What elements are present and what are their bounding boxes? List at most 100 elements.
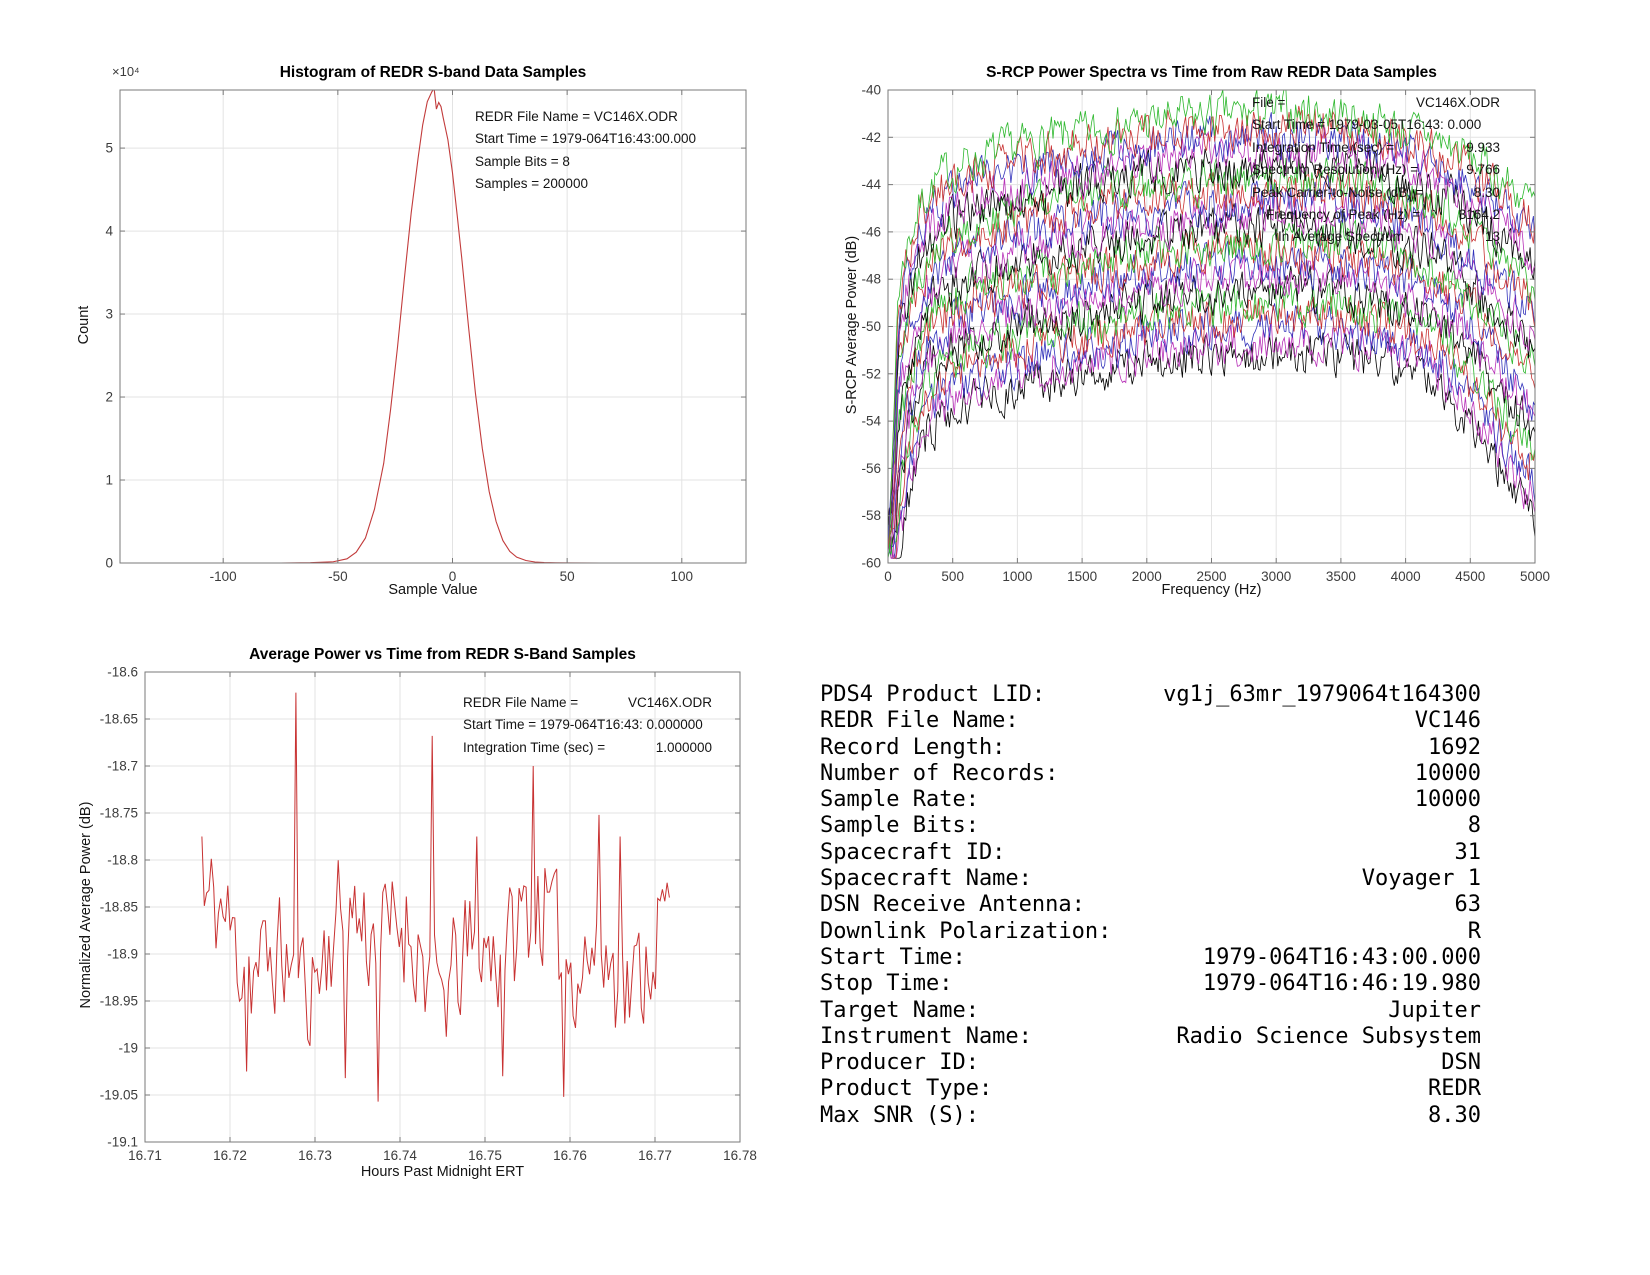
histogram-annotation-line: REDR File Name = VC146X.ODR (475, 109, 678, 124)
avgpower-xlabel: Hours Past Midnight ERT (360, 1164, 525, 1180)
metadata-value: 8.30 (1428, 1102, 1481, 1128)
svg-text:-18.6: -18.6 (107, 665, 138, 680)
spectra-annotation-label: Spectrum Resolution (Hz) = (1252, 162, 1419, 178)
svg-text:3: 3 (105, 307, 113, 322)
avgpower-title: Average Power vs Time from REDR S-Band S… (249, 646, 636, 663)
spectra-xlabel: Frequency (Hz) (1161, 582, 1262, 598)
metadata-table: PDS4 Product LID: vg1j_63mr_1979064t16430… (820, 682, 1481, 1129)
spectra-annotation-value: 9.933 (1466, 139, 1500, 155)
metadata-row: Record Length: 1692 (820, 735, 1481, 761)
metadata-label: Sample Rate: (820, 787, 979, 813)
svg-text:-18.8: -18.8 (107, 853, 138, 868)
svg-text:-52: -52 (861, 366, 881, 381)
svg-text:-48: -48 (861, 272, 881, 287)
avgpower-annotation-row: Integration Time (sec) = 1.000000 (463, 737, 712, 759)
metadata-label: Record Length: (820, 734, 1006, 760)
spectra-annotation-value: 8.30 (1473, 184, 1500, 200)
spectra-annotation-label: Integration Time (sec) = (1252, 139, 1395, 155)
histogram-xlabel: Sample Value (388, 582, 478, 598)
spectra-chart: 0 500 1000 1500 2000 2500 3000 3500 4000 4500 5000… (861, 83, 1550, 585)
svg-text:-19.05: -19.05 (100, 1088, 138, 1103)
metadata-row: Spacecraft ID: 31 (820, 840, 1481, 866)
histogram-chart: -100 -50 0 50 100 0 1 2 3 4 5 (105, 89, 747, 584)
svg-text:-44: -44 (861, 177, 881, 192)
spectra-annotation-label: Frequency of Peak (Hz) = (1266, 207, 1421, 223)
svg-text:16.76: 16.76 (553, 1148, 587, 1163)
spectra-annotation-row: Spectrum Resolution (Hz) = 9.766 (1252, 159, 1500, 181)
metadata-row: Producer ID: DSN (820, 1050, 1481, 1076)
spectra-annotation-label: File = (1252, 95, 1286, 110)
metadata-value: 1979-064T16:46:19.980 (1202, 971, 1481, 997)
avgpower-tick-labels: 16.71 16.72 16.73 16.74 16.75 16.76 16.77 16.78… (100, 665, 757, 1164)
svg-text:-18.65: -18.65 (100, 712, 138, 727)
spectra-annotation-row: File = VC146X.ODR (1252, 92, 1500, 114)
metadata-value: VC146 (1414, 708, 1481, 734)
svg-text:-100: -100 (210, 569, 237, 584)
metadata-row: Max SNR (S): 8.30 (820, 1103, 1481, 1129)
svg-text:2500: 2500 (1196, 569, 1226, 584)
metadata-value: Jupiter (1388, 997, 1481, 1023)
svg-text:-18.75: -18.75 (100, 806, 138, 821)
svg-text:1000: 1000 (1002, 569, 1032, 584)
svg-text:2000: 2000 (1132, 569, 1162, 584)
avgpower-ticks (144, 671, 741, 1143)
svg-text:-18.95: -18.95 (100, 994, 138, 1009)
svg-text:-18.7: -18.7 (107, 759, 138, 774)
panel-histogram: -100 -50 0 50 100 0 1 2 3 4 5 Histogram of REDR S-… (0, 0, 800, 620)
spectra-series (888, 143, 1535, 529)
svg-text:500: 500 (941, 569, 964, 584)
spectra-annotation-row: Start Time = 1979-03-05T16:43: 0.000 (1252, 117, 1482, 133)
avgpower-annotation-row: REDR File Name = VC146X.ODR (463, 692, 712, 714)
avgpower-annotation-label: Integration Time (sec) = (463, 739, 606, 755)
avgpower-annotation-row: Start Time = 1979-064T16:43: 0.000000 (463, 717, 703, 733)
metadata-row: Product Type: REDR (820, 1076, 1481, 1102)
spectra-annotation-row: In Average Spectrum 13 (1252, 226, 1500, 248)
histogram-ticks (120, 90, 746, 564)
svg-text:0: 0 (449, 569, 457, 584)
metadata-label: Spacecraft Name: (820, 866, 1032, 892)
metadata-row: PDS4 Product LID: vg1j_63mr_1979064t16430… (820, 682, 1481, 708)
spectra-series (888, 112, 1535, 559)
metadata-value: 8 (1467, 813, 1481, 839)
avgpower-gridlines (144, 671, 741, 1143)
svg-text:4500: 4500 (1455, 569, 1485, 584)
svg-text:16.74: 16.74 (383, 1148, 417, 1163)
svg-text:-50: -50 (861, 319, 881, 334)
panel-avgpower: 16.71 16.72 16.73 16.74 16.75 16.76 16.77 16.78… (0, 620, 800, 1275)
svg-text:16.75: 16.75 (468, 1148, 502, 1163)
metadata-value: 1692 (1428, 734, 1481, 760)
metadata-value: 63 (1454, 892, 1482, 918)
histogram-annotation-line: Samples = 200000 (475, 176, 588, 192)
svg-text:3500: 3500 (1326, 569, 1356, 584)
avgpower-chart: 16.71 16.72 16.73 16.74 16.75 16.76 16.77 16.78… (100, 665, 757, 1164)
metadata-label: Stop Time: (820, 971, 953, 997)
avgpower-curve (201, 692, 670, 1102)
svg-text:-60: -60 (861, 556, 881, 571)
spectra-series (888, 265, 1535, 551)
metadata-value: REDR (1428, 1076, 1481, 1102)
svg-text:-46: -46 (861, 224, 881, 239)
spectra-series (888, 218, 1535, 555)
spectra-annotation-row: Integration Time (sec) = 9.933 (1252, 137, 1500, 159)
metadata-label: Product Type: (820, 1076, 993, 1102)
spectra-annotation-value: 13 (1484, 229, 1500, 245)
spectra-tick-labels: 0 500 1000 1500 2000 2500 3000 3500 4000 4500 5000… (861, 83, 1550, 585)
svg-text:5: 5 (105, 141, 113, 156)
metadata-value: R (1467, 918, 1481, 944)
metadata-row: Number of Records: 10000 (820, 761, 1481, 787)
spectra-annotation-label: Peak Carrier-to-Noise (dB) = (1252, 184, 1424, 200)
metadata-value: DSN (1441, 1050, 1481, 1076)
metadata-label: Target Name: (820, 997, 979, 1023)
svg-text:16.77: 16.77 (638, 1148, 672, 1163)
spectra-title: S-RCP Power Spectra vs Time from Raw RED… (986, 64, 1437, 81)
svg-text:1500: 1500 (1067, 569, 1097, 584)
metadata-row: Stop Time: 1979-064T16:46:19.980 (820, 971, 1481, 997)
histogram-y-scale-label: ×10⁴ (112, 64, 140, 79)
spectra-series (888, 90, 1535, 559)
histogram-annotations: REDR File Name = VC146X.ODR Start Time = … (475, 106, 696, 196)
metadata-row: REDR File Name: VC146 (820, 708, 1481, 734)
spectra-series (888, 332, 1535, 559)
svg-text:-19: -19 (118, 1041, 138, 1056)
metadata-value: Radio Science Subsystem (1176, 1023, 1481, 1049)
